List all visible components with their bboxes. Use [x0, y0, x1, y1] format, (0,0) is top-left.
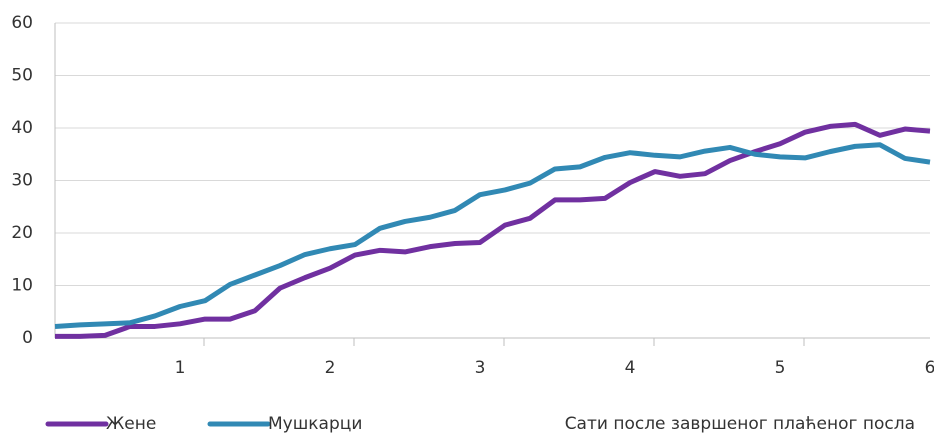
y-tick-label: 10 [11, 276, 33, 296]
x-axis-title: Сати после завршеног плаћеног посла [565, 414, 915, 434]
y-tick-label: 30 [11, 171, 33, 191]
y-tick-label: 50 [11, 66, 33, 86]
y-tick-label: 0 [22, 328, 33, 348]
x-tick-label: 2 [325, 358, 336, 378]
x-tick-label: 1 [175, 358, 186, 378]
y-tick-label: 60 [11, 13, 33, 33]
x-tick-label: 6 [925, 358, 934, 378]
legend-label: Жене [106, 414, 156, 434]
x-tick-label: 5 [775, 358, 786, 378]
legend-label: Мушкарци [268, 414, 362, 434]
y-tick-label: 40 [11, 118, 33, 138]
line-series [54, 142, 931, 329]
x-tick-label: 3 [475, 358, 486, 378]
y-tick-label: 20 [11, 223, 33, 243]
line-series [55, 121, 931, 339]
x-tick-label: 4 [625, 358, 636, 378]
